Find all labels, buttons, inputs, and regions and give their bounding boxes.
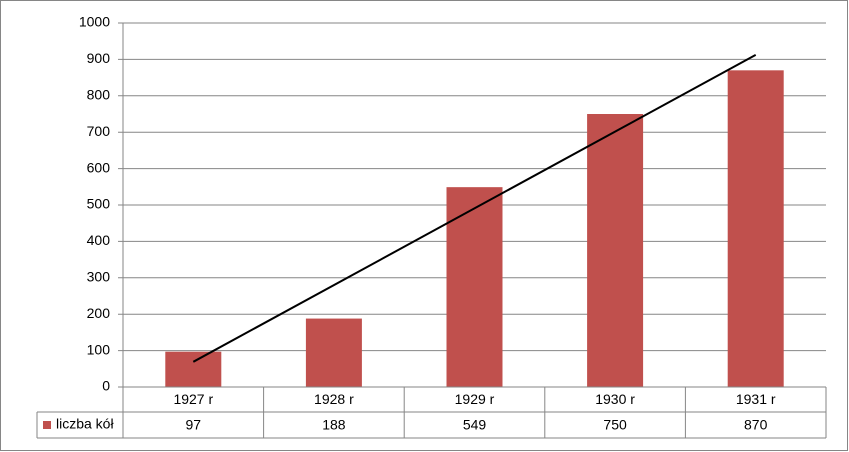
x-tick-label: 1930 r [595,391,635,407]
bar [587,114,644,387]
table-value: 750 [603,417,627,433]
y-tick-label: 900 [87,50,111,66]
bar [446,187,503,387]
y-tick-label: 600 [87,159,111,175]
y-tick-label: 700 [87,123,111,139]
y-tick-label: 1000 [79,14,110,30]
table-value: 97 [186,417,202,433]
x-tick-label: 1927 r [173,391,213,407]
y-tick-label: 100 [87,341,111,357]
x-tick-label: 1928 r [314,391,354,407]
table-value: 870 [744,417,768,433]
y-tick-label: 200 [87,305,111,321]
bar [305,318,362,387]
y-tick-label: 400 [87,232,111,248]
y-tick-label: 800 [87,87,111,103]
legend-label: liczba kół [56,416,114,432]
legend-swatch [43,421,51,429]
x-tick-label: 1931 r [736,391,776,407]
bar [165,351,222,387]
trendline [192,54,757,363]
table-value: 549 [463,417,487,433]
x-tick-label: 1929 r [455,391,495,407]
y-tick-label: 0 [102,378,110,394]
y-tick-label: 500 [87,196,111,212]
bar [727,70,784,387]
table-value: 188 [322,417,346,433]
y-tick-label: 300 [87,269,111,285]
